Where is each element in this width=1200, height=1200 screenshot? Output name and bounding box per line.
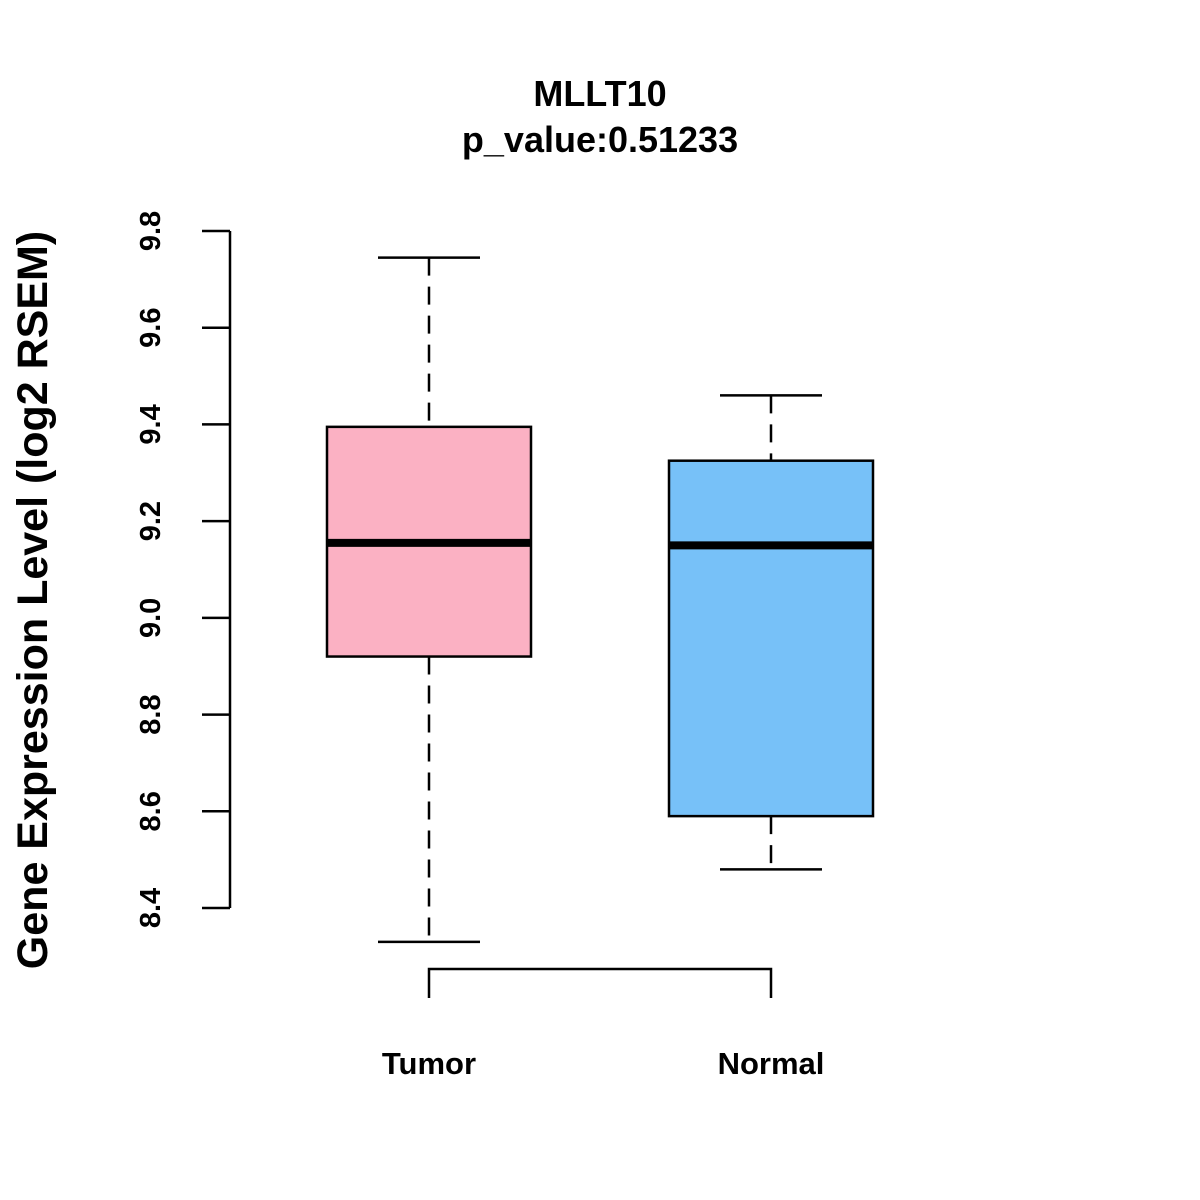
box-normal [667, 394, 875, 871]
y-axis: 8.4 8.6 8.8 9.0 9.2 9.4 9.6 9.8 [135, 211, 232, 928]
y-tick-label: 8.6 [135, 791, 167, 831]
category-label-tumor: Tumor [382, 1046, 476, 1081]
box-tumor [325, 256, 533, 944]
y-tick-label: 9.6 [135, 308, 167, 348]
category-label-normal: Normal [718, 1046, 825, 1081]
y-tick-label: 9.0 [135, 598, 167, 638]
y-tick-label: 9.2 [135, 501, 167, 541]
chart-title: MLLT10 [533, 73, 666, 114]
iqr-box [667, 459, 875, 818]
comparison-bracket [427, 967, 773, 998]
y-tick-label: 9.8 [135, 211, 167, 251]
x-axis-labels: Tumor Normal [382, 1046, 824, 1081]
y-axis-label: Gene Expression Level (log2 RSEM) [9, 231, 57, 969]
y-tick-label: 8.4 [135, 888, 167, 928]
box-group [325, 256, 875, 944]
y-tick-label: 8.8 [135, 694, 167, 734]
bracket-line [427, 967, 773, 998]
y-tick-label: 9.4 [135, 404, 167, 444]
chart-subtitle: p_value:0.51233 [462, 119, 738, 160]
